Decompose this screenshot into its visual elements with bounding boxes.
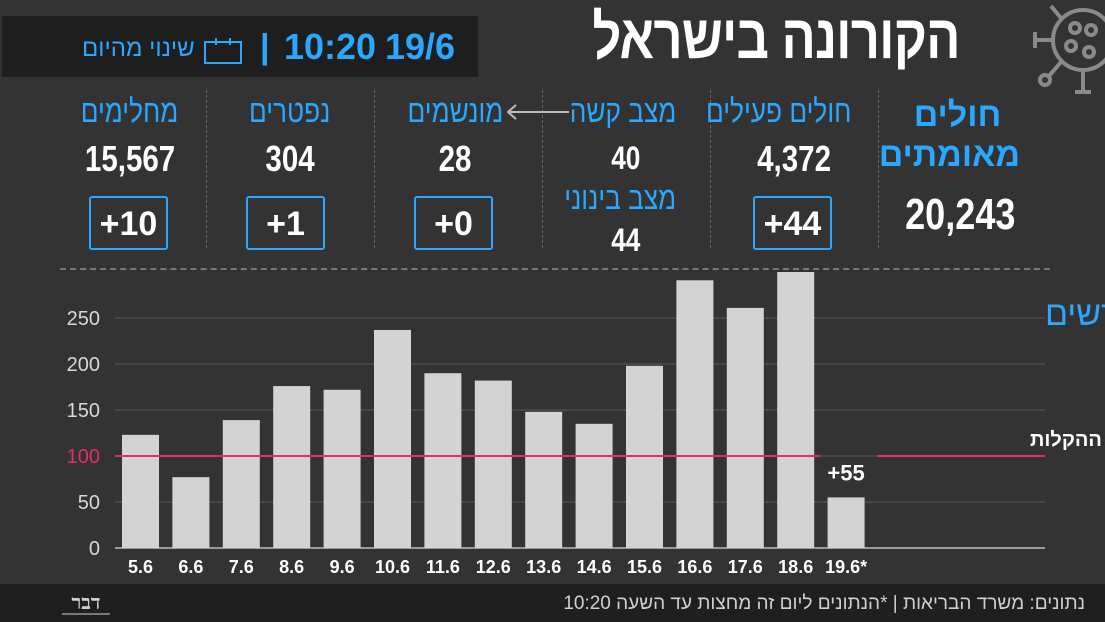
y-tick-label: 200 xyxy=(67,354,100,376)
severe-value-text: 40 xyxy=(610,140,641,176)
bar xyxy=(525,411,563,548)
active-delta: +44 xyxy=(763,205,822,243)
x-tick-label: 12.6 xyxy=(476,557,511,577)
confirmed-value: 20,243 xyxy=(893,190,1023,240)
recovered-delta-box: +10 xyxy=(89,196,168,250)
deaths-value-text: 304 xyxy=(265,138,315,179)
bar xyxy=(323,389,361,548)
x-tick-label: 14.6 xyxy=(577,557,612,577)
x-tick-label: 17.6 xyxy=(728,557,763,577)
date-box: 19/6 10:20 | שינוי מהיום xyxy=(2,16,478,77)
arrow-left-icon xyxy=(506,104,569,120)
bar xyxy=(222,420,260,548)
y-tick-label: 100 xyxy=(67,446,100,468)
recovered-value-text: 15,567 xyxy=(84,138,176,179)
bar xyxy=(424,373,462,548)
deaths-label-text: נפטרים xyxy=(249,93,331,129)
recovered-label: מחלימים xyxy=(60,93,200,130)
confirmed-value-text: 20,243 xyxy=(905,190,1016,239)
date-separator: | xyxy=(260,28,270,66)
ventilated-value: 28 xyxy=(395,138,515,180)
chart-title: מקרים חדשים xyxy=(1045,295,1105,333)
bar xyxy=(374,329,411,548)
bar xyxy=(676,280,714,548)
divider xyxy=(878,90,879,248)
y-tick-label: 50 xyxy=(78,492,100,514)
data-label: +55 xyxy=(827,460,864,485)
x-tick-label: 19.6* xyxy=(825,557,867,577)
moderate-value: 44 xyxy=(563,222,688,259)
divider xyxy=(374,90,375,248)
active-value-text: 4,372 xyxy=(757,138,832,179)
virus-icon xyxy=(1033,4,1105,94)
deaths-delta: +1 xyxy=(266,205,305,243)
x-tick-label: 18.6 xyxy=(778,557,813,577)
divider xyxy=(542,90,543,248)
footer-text: נתונים: משרד הבריאות | *הנתונים ליום זה … xyxy=(563,593,1085,614)
page-title: הקורונה בישראל xyxy=(552,2,1000,73)
severe-value: 40 xyxy=(563,140,688,177)
severe-label: מצב קשה xyxy=(563,93,688,130)
time-text: 10:20 xyxy=(284,26,377,67)
davar-logo: דבר xyxy=(62,592,110,615)
recovered-delta: +10 xyxy=(99,205,158,243)
ventilated-value-text: 28 xyxy=(438,138,472,179)
recovered-label-text: מחלימים xyxy=(81,93,179,129)
ventilated-label-text: מונשמים xyxy=(407,93,503,129)
x-tick-label: 5.6 xyxy=(128,557,153,577)
ventilated-label: מונשמים xyxy=(395,93,515,130)
active-label-text: חולים פעילים xyxy=(705,93,852,129)
confirmed-label-line1: חולים xyxy=(913,96,1002,134)
x-tick-label: 15.6 xyxy=(627,557,662,577)
active-label: חולים פעילים xyxy=(706,93,867,130)
bar xyxy=(777,272,815,548)
ventilated-delta-box: +0 xyxy=(414,196,493,250)
x-tick-label: 11.6 xyxy=(426,557,460,577)
moderate-value-text: 44 xyxy=(610,222,641,258)
divider xyxy=(206,90,207,248)
confirmed-label-line2: מאומתים xyxy=(878,136,1020,174)
active-value: 4,372 xyxy=(722,138,867,180)
x-tick-label: 7.6 xyxy=(229,557,254,577)
y-tick-label: 250 xyxy=(67,308,100,330)
x-tick-label: 6.6 xyxy=(178,557,203,577)
y-tick-label: 150 xyxy=(67,400,100,422)
moderate-label-text: מצב בינוני xyxy=(563,180,676,216)
x-tick-label: 8.6 xyxy=(279,557,304,577)
moderate-label: מצב בינוני xyxy=(563,180,688,217)
bar xyxy=(273,386,311,548)
deaths-value: 304 xyxy=(230,138,350,180)
bar xyxy=(726,307,764,548)
deaths-label: נפטרים xyxy=(230,93,350,130)
page-title-text: הקורונה בישראל xyxy=(592,3,960,72)
bar xyxy=(122,434,159,548)
ventilated-delta: +0 xyxy=(434,205,473,243)
new-cases-chart: מקרים חדשים 0 50 100 150 200 250 5.6 6.6 7.6 8.6 9.… xyxy=(67,272,1105,577)
severe-label-text: מצב קשה xyxy=(569,93,677,129)
change-label: שינוי מהיום xyxy=(82,35,195,62)
threshold-label: רף להמשך ההקלות xyxy=(1030,429,1105,451)
recovered-value: 15,567 xyxy=(60,138,200,180)
bar xyxy=(575,423,613,548)
x-tick-label: 16.6 xyxy=(677,557,712,577)
bar xyxy=(172,477,210,548)
x-tick-label: 13.6 xyxy=(526,557,561,577)
calendar-icon xyxy=(204,38,242,64)
section-divider xyxy=(60,268,1050,270)
date-text: 19/6 xyxy=(385,26,456,67)
divider xyxy=(710,90,711,248)
footer: נתונים: משרד הבריאות | *הנתונים ליום זה … xyxy=(0,584,1105,622)
logo-text: דבר xyxy=(71,592,100,614)
active-delta-box: +44 xyxy=(753,196,832,250)
x-tick-label: 10.6 xyxy=(375,557,410,577)
deaths-delta-box: +1 xyxy=(246,196,325,250)
bar xyxy=(474,380,512,548)
bar xyxy=(827,497,865,548)
y-tick-label: 0 xyxy=(89,538,100,560)
confirmed-label: חולים מאומתים xyxy=(878,95,1020,175)
x-tick-label: 9.6 xyxy=(330,557,355,577)
